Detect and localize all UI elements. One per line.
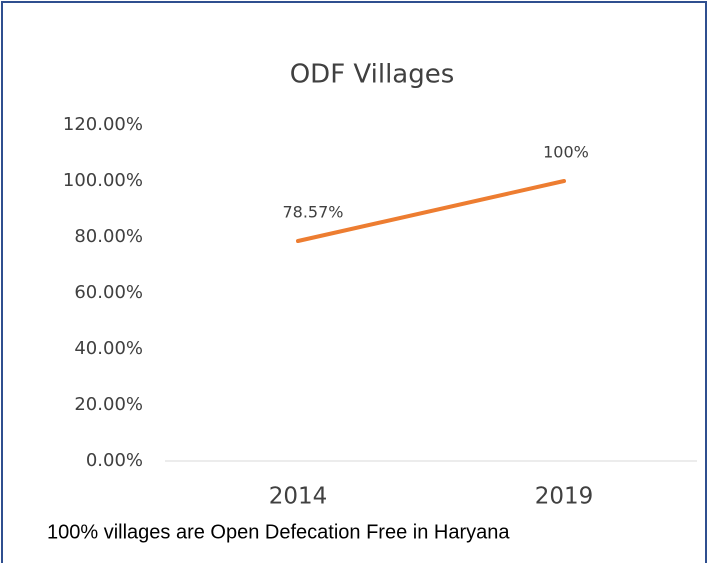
y-tick-label: 40.00% bbox=[74, 338, 143, 359]
y-tick-label: 0.00% bbox=[86, 450, 143, 471]
y-tick-label: 60.00% bbox=[74, 282, 143, 303]
caption: 100% villages are Open Defecation Free i… bbox=[47, 521, 510, 543]
y-tick-label: 120.00% bbox=[63, 114, 143, 135]
chart-title: ODF Villages bbox=[290, 60, 455, 90]
line bbox=[296, 179, 566, 244]
data-label: 78.57% bbox=[282, 203, 343, 222]
y-tick-label: 80.00% bbox=[74, 226, 143, 247]
y-tick-label: 20.00% bbox=[74, 394, 143, 415]
x-tick-label: 2019 bbox=[535, 484, 594, 510]
x-tick-label: 2014 bbox=[269, 484, 328, 510]
data-label: 100% bbox=[543, 143, 589, 162]
y-tick-label: 100.00% bbox=[63, 170, 143, 191]
